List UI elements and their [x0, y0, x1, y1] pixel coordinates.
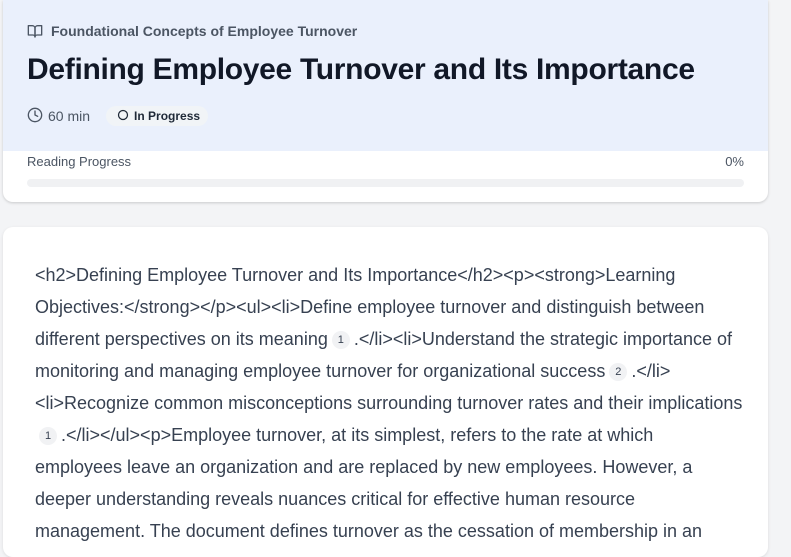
page-title: Defining Employee Turnover and Its Impor… [27, 53, 695, 86]
content-text: .</li><li>Understand the strategic impor… [35, 329, 733, 381]
reading-progress-bar [27, 179, 744, 187]
lesson-header-banner: Foundational Concepts of Employee Turnov… [3, 0, 768, 151]
content-text: .</li><li>Recognize common misconception… [35, 361, 743, 413]
open-book-icon [27, 23, 43, 39]
duration: 60 min [27, 107, 90, 126]
reading-progress-label: Reading Progress [27, 154, 132, 169]
content-text: .</li></ul><p>Employee turnover, at its … [35, 425, 703, 541]
lesson-content: <h2>Defining Employee Turnover and Its I… [35, 259, 745, 547]
lesson-header-card: Foundational Concepts of Employee Turnov… [3, 0, 768, 202]
module-title: Foundational Concepts of Employee Turnov… [51, 23, 358, 39]
status-text: In Progress [134, 109, 201, 123]
lesson-content-card: <h2>Defining Employee Turnover and Its I… [3, 227, 768, 557]
citation-badge[interactable]: 1 [331, 331, 350, 349]
citation-badge[interactable]: 2 [609, 363, 628, 381]
citation-badge[interactable]: 1 [39, 427, 57, 445]
lesson-meta: 60 min In Progress [27, 105, 209, 127]
duration-text: 60 min [48, 108, 91, 124]
content-text: <h2>Defining Employee Turnover and Its I… [35, 265, 705, 349]
circle-icon [117, 109, 129, 124]
status-badge: In Progress [106, 106, 209, 126]
clock-icon [27, 107, 43, 126]
module-breadcrumb: Foundational Concepts of Employee Turnov… [27, 22, 357, 40]
reading-progress-value: 0% [725, 154, 744, 169]
